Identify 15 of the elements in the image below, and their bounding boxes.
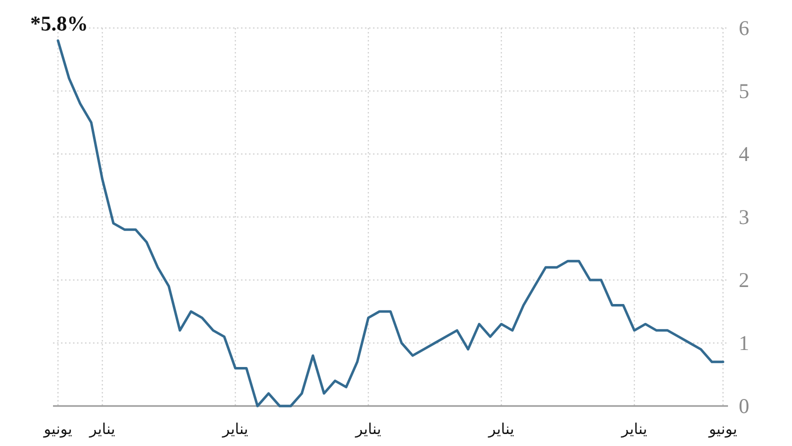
x-tick-label: يونيو — [42, 420, 72, 438]
annotation: *5.8% — [30, 12, 88, 36]
y-tick-label: 5 — [738, 79, 750, 103]
x-tick-label: يناير — [620, 420, 648, 438]
y-tick-label: 4 — [738, 142, 750, 166]
y-tick-label: 3 — [738, 205, 750, 229]
y-tick-label: 1 — [738, 331, 750, 355]
x-tick-label: يناير — [88, 420, 116, 438]
x-tick-label: يونيو — [708, 420, 738, 438]
x-tick-label: يناير — [354, 420, 382, 438]
y-tick-label: 0 — [738, 394, 750, 418]
y-tick-label: 6 — [738, 16, 750, 40]
x-tick-label: يناير — [221, 420, 248, 438]
y-tick-label: 2 — [738, 268, 750, 292]
x-tick-label: يناير — [487, 420, 514, 438]
